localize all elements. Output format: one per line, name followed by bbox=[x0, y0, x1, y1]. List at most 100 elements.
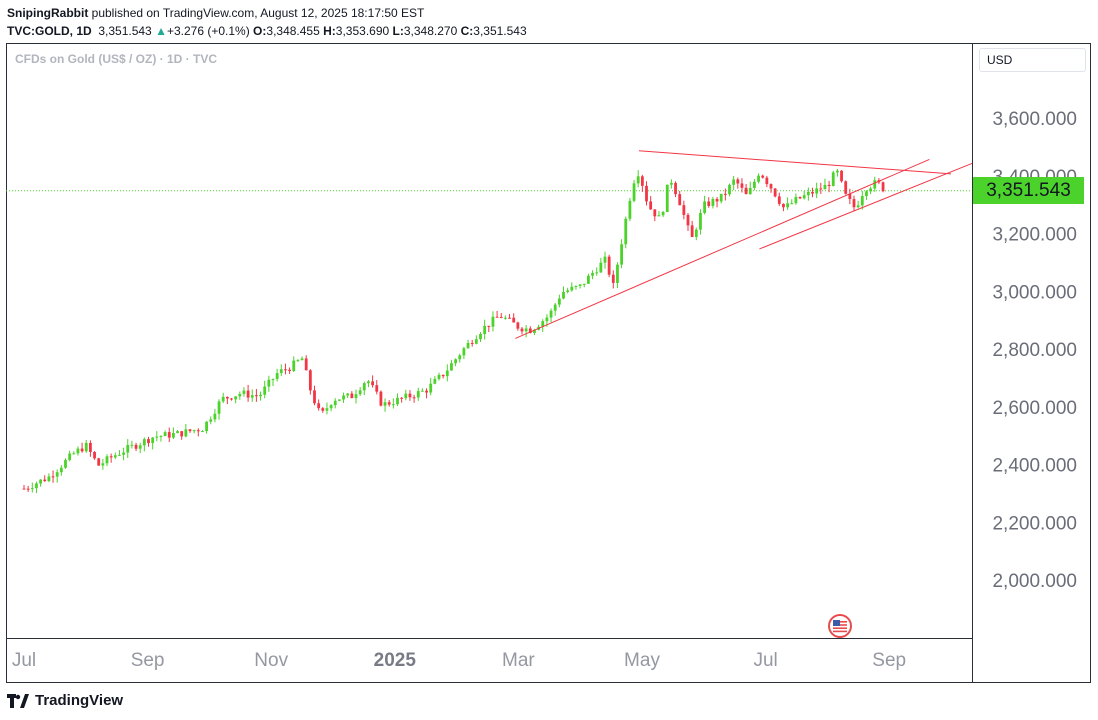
candle-body bbox=[827, 184, 831, 187]
candle-body bbox=[338, 399, 341, 401]
candle-body bbox=[35, 483, 38, 489]
candle-body bbox=[748, 187, 752, 195]
candle-body bbox=[155, 436, 159, 438]
us-flag-events-icon[interactable] bbox=[828, 614, 852, 638]
currency-selector[interactable]: USD bbox=[979, 48, 1086, 72]
candle-body bbox=[458, 355, 462, 360]
candle-body bbox=[230, 398, 233, 400]
candle-body bbox=[329, 405, 333, 409]
candle-body bbox=[97, 458, 101, 466]
candle-body bbox=[213, 413, 217, 420]
lower-parallel-line[interactable] bbox=[759, 159, 973, 250]
candle-body bbox=[607, 256, 611, 275]
candle-body bbox=[777, 196, 781, 204]
candle-body bbox=[412, 397, 416, 399]
candle-body bbox=[275, 372, 279, 380]
candle-body bbox=[545, 317, 549, 322]
candle-body bbox=[425, 390, 428, 393]
upper-trendline[interactable] bbox=[638, 150, 952, 175]
candle-body bbox=[682, 205, 686, 215]
candle-body bbox=[881, 182, 885, 192]
candle-body bbox=[151, 437, 155, 444]
candle-body bbox=[856, 205, 860, 208]
candle-body bbox=[279, 369, 283, 373]
candle-body bbox=[632, 183, 636, 201]
open-label: O: bbox=[253, 24, 267, 38]
candle-body bbox=[620, 244, 623, 265]
candle-body bbox=[782, 203, 785, 208]
candle-body bbox=[30, 488, 34, 490]
candle-body bbox=[773, 188, 777, 197]
candle-body bbox=[665, 184, 669, 212]
time-scale[interactable]: Jul Sep Nov 2025 Mar May Jul Sep bbox=[6, 639, 973, 683]
candle-body bbox=[769, 184, 773, 189]
candle-body bbox=[611, 274, 615, 283]
candle-body bbox=[147, 439, 150, 444]
candle-body bbox=[819, 188, 823, 190]
candle-body bbox=[159, 436, 163, 438]
candle-body bbox=[205, 421, 208, 432]
candle-body bbox=[591, 273, 594, 276]
candle-body bbox=[130, 444, 134, 446]
candle-body bbox=[192, 430, 196, 432]
close-value: 3,351.543 bbox=[473, 24, 527, 38]
candle-body bbox=[603, 256, 607, 263]
candles-group bbox=[22, 168, 885, 494]
price-chart[interactable] bbox=[6, 43, 973, 639]
candle-body bbox=[528, 328, 532, 334]
candle-body bbox=[383, 402, 387, 406]
candle-body bbox=[840, 170, 843, 182]
candle-body bbox=[288, 369, 291, 372]
candle-body bbox=[595, 272, 599, 274]
y-tick-label: 3,600.000 bbox=[992, 109, 1077, 130]
candle-body bbox=[728, 184, 731, 195]
candle-body bbox=[860, 196, 864, 206]
candle-body bbox=[196, 430, 200, 432]
candle-body bbox=[126, 445, 130, 453]
candle-body bbox=[22, 488, 26, 490]
candle-body bbox=[645, 185, 648, 202]
candle-body bbox=[68, 453, 72, 460]
candle-body bbox=[238, 393, 242, 397]
candle-body bbox=[429, 383, 433, 393]
candle-body bbox=[284, 369, 287, 371]
candle-body bbox=[628, 200, 632, 219]
tradingview-logo[interactable]: TradingView bbox=[7, 692, 123, 709]
candle-body bbox=[188, 429, 192, 432]
price-scale[interactable]: 3,600.0003,400.0003,200.0003,000.0002,80… bbox=[973, 43, 1091, 639]
candle-body bbox=[678, 194, 682, 206]
candle-body bbox=[736, 179, 740, 184]
candle-body bbox=[757, 175, 760, 182]
time-scale-separator bbox=[6, 638, 973, 639]
candle-body bbox=[508, 317, 511, 319]
candle-body bbox=[371, 381, 374, 386]
x-tick-label: Sep bbox=[131, 650, 165, 671]
candle-body bbox=[43, 479, 47, 482]
drawings-group[interactable] bbox=[515, 150, 973, 339]
candle-body bbox=[300, 358, 304, 361]
candle-body bbox=[255, 395, 258, 397]
candle-body bbox=[354, 394, 358, 399]
candle-body bbox=[72, 453, 76, 455]
candle-body bbox=[55, 472, 59, 477]
candle-body bbox=[342, 395, 345, 400]
candle-body bbox=[582, 283, 586, 285]
lower-trendline[interactable] bbox=[515, 158, 930, 339]
candle-body bbox=[541, 321, 545, 327]
candle-body bbox=[292, 360, 296, 372]
candle-body bbox=[786, 203, 789, 208]
candle-body bbox=[553, 304, 557, 311]
candle-body bbox=[118, 454, 121, 456]
candle-body bbox=[84, 442, 88, 452]
publisher-name[interactable]: SnipingRabbit bbox=[7, 6, 89, 20]
change-up-icon: ▲ bbox=[155, 24, 167, 38]
close-label: C: bbox=[460, 24, 474, 38]
candle-body bbox=[806, 191, 810, 196]
candle-body bbox=[823, 184, 827, 190]
candle-body bbox=[719, 193, 723, 202]
candle-body bbox=[263, 386, 267, 395]
high-label: H: bbox=[323, 24, 336, 38]
candle-body bbox=[520, 328, 524, 332]
candle-body bbox=[64, 459, 67, 468]
high-value: 3,353.690 bbox=[335, 24, 390, 38]
